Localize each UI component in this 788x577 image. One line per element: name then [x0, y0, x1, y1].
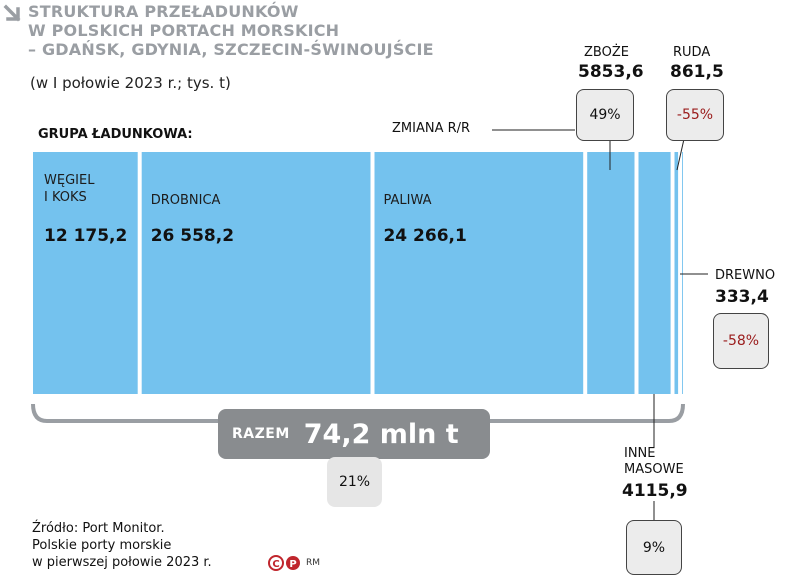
- arrow-down-right-icon: [3, 4, 23, 24]
- segment-name-1: DROBNICA: [150, 193, 221, 208]
- bar-segment-6: [682, 152, 683, 394]
- title-line-1: STRUKTURA PRZEŁADUNKÓW: [28, 2, 299, 21]
- publisher-logo: C P: [268, 555, 300, 571]
- external-value-3: 5853,6: [578, 62, 644, 82]
- segment-value-1: 26 558,2: [150, 226, 235, 246]
- title-line-2: W POLSKICH PORTACH MORSKICH: [28, 21, 340, 40]
- segment-value-2: 24 266,1: [383, 226, 467, 246]
- change-box-5: -55%: [666, 89, 724, 141]
- chart-subtitle: (w I połowie 2023 r.; tys. t): [30, 74, 231, 92]
- segment-value-0: 12 175,2: [44, 226, 128, 246]
- change-box-3: 49%: [576, 89, 634, 141]
- external-value-6: 333,4: [715, 287, 769, 307]
- bar-segment-4: [638, 152, 671, 394]
- leader-ruda: [676, 138, 685, 171]
- bar-segment-2: [374, 152, 584, 394]
- total-box: RAZEM 74,2 mln t: [218, 409, 490, 459]
- change-box-6: -58%: [713, 313, 769, 369]
- svg-text:P: P: [289, 559, 296, 570]
- bar-segment-1: [141, 152, 371, 394]
- bar-segment-3: [587, 152, 635, 394]
- total-value: 74,2 mln t: [303, 418, 459, 450]
- external-name-5: RUDA: [673, 45, 711, 60]
- external-name-6: DREWNO: [715, 268, 776, 283]
- author-initials: RM: [306, 558, 321, 568]
- source-note: Źródło: Port Monitor. Polskie porty mors…: [32, 520, 212, 571]
- chart-title: STRUKTURA PRZEŁADUNKÓW W POLSKICH PORTAC…: [28, 2, 628, 59]
- external-value-4: 4115,9: [622, 481, 688, 501]
- source-line-2: Polskie porty morskie: [32, 538, 172, 553]
- change-label: ZMIANA R/R: [392, 121, 471, 136]
- external-value-5: 861,5: [670, 62, 724, 82]
- bar-segment-5: [674, 152, 679, 394]
- segment-name-0: WĘGIEL I KOKS: [44, 173, 95, 205]
- svg-text:C: C: [272, 559, 279, 570]
- change-box-4: 9%: [626, 520, 682, 575]
- segment-name-2: PALIWA: [383, 193, 432, 208]
- source-line-3: w pierwszej połowie 2023 r.: [32, 555, 212, 570]
- group-label: GRUPA ŁADUNKOWA:: [38, 127, 193, 142]
- source-line-1: Źródło: Port Monitor.: [32, 521, 165, 536]
- total-change: 21%: [338, 474, 371, 490]
- total-change-box: 21%: [327, 457, 382, 507]
- external-name-3: ZBOŻE: [584, 45, 629, 60]
- title-line-3: – GDAŃSK, GDYNIA, SZCZECIN-ŚWINOUJŚCIE: [28, 40, 434, 59]
- total-label: RAZEM: [232, 426, 290, 442]
- bar-segment-0: [33, 152, 138, 394]
- external-name-4: INNE MASOWE: [624, 446, 684, 477]
